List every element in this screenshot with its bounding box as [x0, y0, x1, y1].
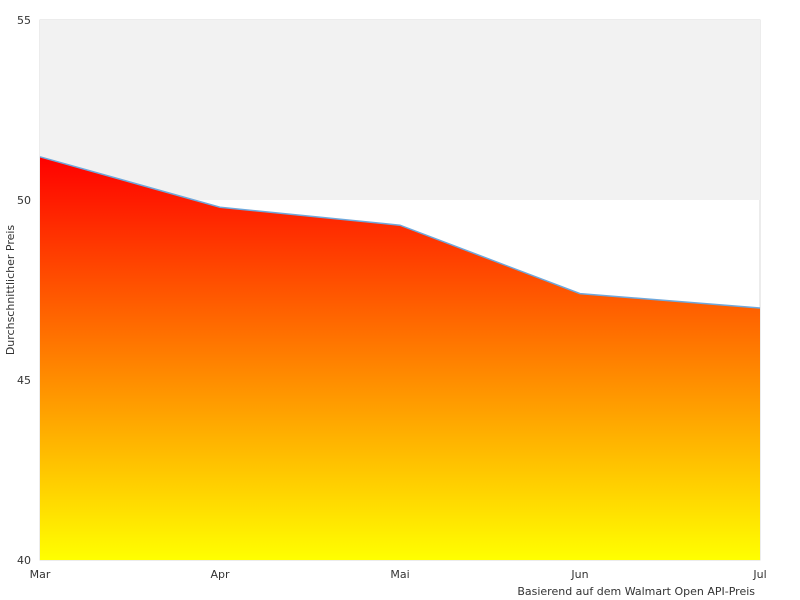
- y-axis-title: Durchschnittlicher Preis: [4, 225, 17, 356]
- area-fill: [40, 156, 760, 561]
- x-tick-label: Mar: [30, 568, 51, 581]
- chart-credit[interactable]: Basierend auf dem Walmart Open API-Preis: [517, 585, 755, 598]
- x-axis-ticks: Mar Apr Mai Jun Jul: [30, 568, 767, 581]
- x-tick-label: Jun: [570, 568, 588, 581]
- area-series: [39, 156, 761, 561]
- y-tick-label: 40: [17, 554, 31, 567]
- y-axis-ticks: 40 45 50 55: [17, 14, 31, 567]
- x-tick-label: Apr: [210, 568, 230, 581]
- y-tick-label: 45: [17, 374, 31, 387]
- x-tick-label: Jul: [752, 568, 766, 581]
- y-tick-label: 55: [17, 14, 31, 27]
- plot-band: [40, 20, 760, 200]
- y-tick-label: 50: [17, 194, 31, 207]
- x-tick-label: Mai: [390, 568, 409, 581]
